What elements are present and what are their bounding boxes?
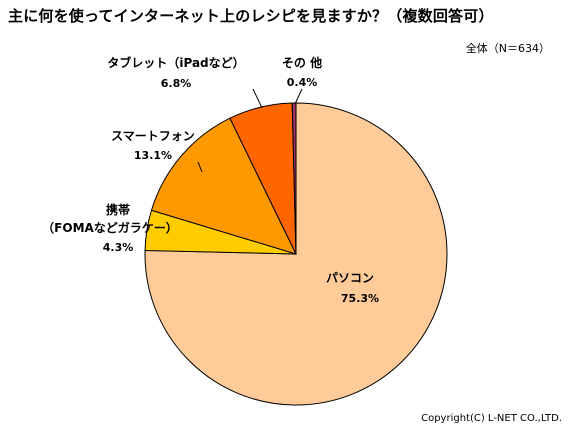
slice-value-2: 13.1%	[134, 149, 172, 162]
slice-value-0: 75.3%	[341, 292, 379, 305]
slice-label-2: スマートフォン	[111, 129, 195, 143]
pie-slice-2	[150, 117, 297, 255]
slice-value-1: 4.3%	[103, 241, 134, 254]
slice-value-3: 6.8%	[161, 77, 192, 90]
chart-title: 主に何を使ってインターネット上のレシピを見ますか？（複数回答可）	[8, 7, 494, 25]
slice-label-1-line-0: 携帯	[106, 202, 130, 217]
slice-label-3: タブレット（iPadなど）	[107, 55, 244, 70]
slice-value-4: 0.4%	[287, 76, 318, 89]
leader-line-4	[294, 88, 303, 105]
slice-label-4: その 他	[282, 55, 322, 70]
chart-subtitle: 全体（N＝634）	[465, 42, 550, 55]
slice-label-0: パソコン	[326, 271, 374, 285]
slice-label-1-line-1: （FOMAなどガラケー）	[42, 220, 178, 235]
copyright-text: Copyright(C) L-NET CO.,LTD.	[421, 413, 562, 424]
leader-line-2	[197, 161, 203, 173]
leader-line-3	[252, 88, 263, 109]
